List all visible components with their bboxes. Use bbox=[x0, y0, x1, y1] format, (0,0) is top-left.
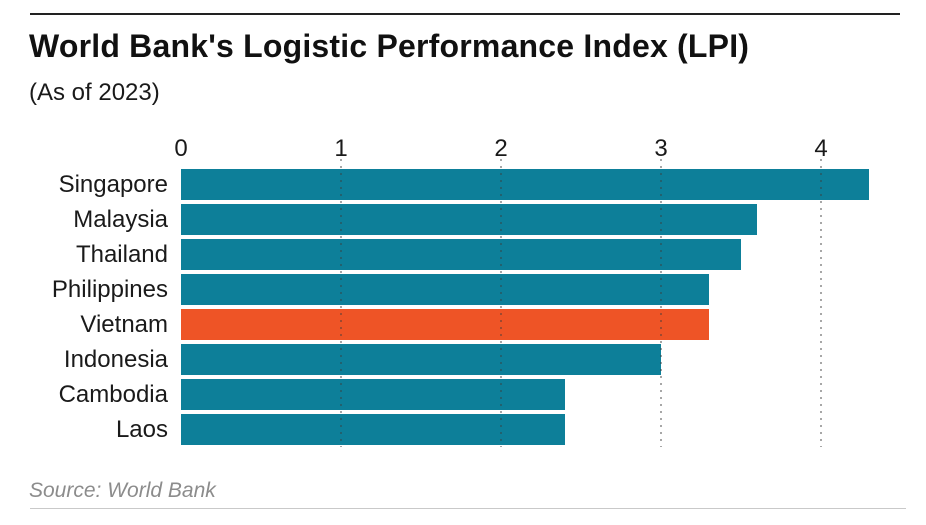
bar-row: Indonesia bbox=[0, 342, 926, 377]
bar-indonesia bbox=[181, 344, 661, 375]
bar-row: Malaysia bbox=[0, 202, 926, 237]
x-axis-tick-label: 2 bbox=[494, 135, 508, 162]
bar-row: Laos bbox=[0, 412, 926, 447]
top-divider bbox=[30, 13, 900, 15]
bar-row: Thailand bbox=[0, 237, 926, 272]
bar-laos bbox=[181, 414, 565, 445]
category-label: Cambodia bbox=[58, 381, 168, 408]
gridline-1 bbox=[340, 159, 342, 447]
x-axis-tick-label: 3 bbox=[654, 135, 668, 162]
x-axis-tick-label: 4 bbox=[814, 135, 828, 162]
bar-thailand bbox=[181, 239, 741, 270]
bar-chart: 0 1 2 3 4 Singapore Malaysia Thailand Philippin… bbox=[0, 133, 926, 447]
category-label: Malaysia bbox=[73, 206, 168, 233]
category-label: Indonesia bbox=[63, 346, 168, 373]
bar-cambodia bbox=[181, 379, 565, 410]
category-label: Laos bbox=[115, 416, 168, 443]
category-label: Thailand bbox=[75, 241, 168, 268]
category-label: Vietnam bbox=[80, 311, 168, 338]
category-label: Philippines bbox=[51, 276, 168, 303]
category-label: Singapore bbox=[58, 171, 168, 198]
bar-rows: Singapore Malaysia Thailand Philippines Viet… bbox=[0, 167, 926, 447]
gridline-4 bbox=[820, 159, 822, 447]
x-axis-tick-label: 0 bbox=[174, 135, 188, 162]
bar-malaysia bbox=[181, 204, 757, 235]
bar-singapore bbox=[181, 169, 869, 200]
gridline-3 bbox=[660, 159, 662, 447]
bar-row: Philippines bbox=[0, 272, 926, 307]
gridline-2 bbox=[500, 159, 502, 447]
bottom-divider bbox=[30, 508, 906, 509]
bar-row: Vietnam bbox=[0, 307, 926, 342]
chart-subtitle: (As of 2023) bbox=[29, 79, 160, 106]
chart-title: World Bank's Logistic Performance Index … bbox=[29, 28, 750, 64]
bar-vietnam bbox=[181, 309, 709, 340]
bar-philippines bbox=[181, 274, 709, 305]
bar-row: Cambodia bbox=[0, 377, 926, 412]
x-axis-tick-label: 1 bbox=[334, 135, 348, 162]
source-note: Source: World Bank bbox=[29, 479, 216, 502]
bar-row: Singapore bbox=[0, 167, 926, 202]
